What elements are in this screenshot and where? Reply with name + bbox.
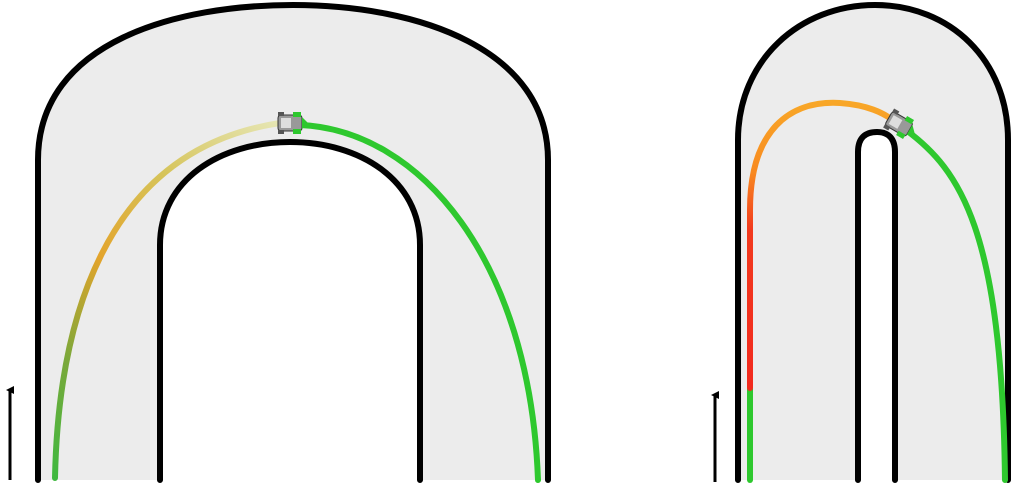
outer-border bbox=[35, 2, 551, 483]
past-trajectory bbox=[52, 120, 283, 481]
planned-trajectory bbox=[297, 122, 541, 483]
left-track bbox=[6, 2, 551, 483]
right-track bbox=[711, 2, 1011, 483]
car bbox=[883, 108, 915, 140]
outer-border bbox=[735, 2, 1011, 483]
inner-border bbox=[855, 129, 898, 483]
inner-border bbox=[157, 139, 423, 483]
past-trajectory bbox=[747, 99, 896, 391]
track-surface bbox=[738, 5, 1008, 480]
planned-trajectory bbox=[903, 127, 1008, 483]
car bbox=[277, 112, 308, 134]
